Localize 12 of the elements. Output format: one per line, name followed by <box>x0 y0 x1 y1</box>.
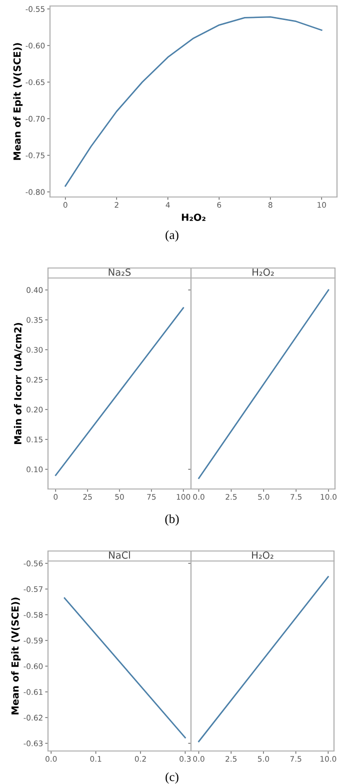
line-series <box>64 16 322 187</box>
chart-title: Na₂S <box>108 268 131 276</box>
text: (a) <box>166 230 178 242</box>
chart-title: H₂O₂ <box>252 551 274 559</box>
y-axis-title: Main of Icorr (uA/cm2) <box>14 322 23 444</box>
y-axis-title: Mean of Epit (V(SCE)) <box>11 598 21 714</box>
y-axis-title: Mean of Epit (V(SCE)) <box>13 43 23 160</box>
text: (c) <box>166 772 178 784</box>
x-axis-title: H₂O₂ <box>182 214 206 221</box>
chart-title: H₂O₂ <box>252 268 274 276</box>
chart-title: NaCl <box>109 551 130 559</box>
text: (b) <box>165 514 179 526</box>
